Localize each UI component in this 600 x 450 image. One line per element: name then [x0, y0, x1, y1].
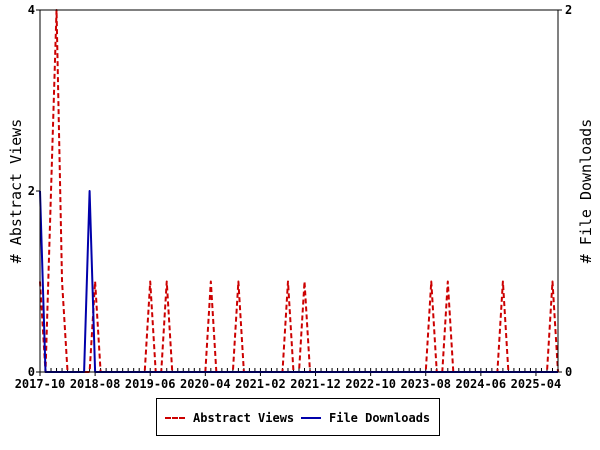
y-right-tick-label: 0	[565, 365, 572, 379]
legend-swatch-abstract-views	[165, 417, 185, 419]
y-left-tick-label: 0	[28, 365, 35, 379]
x-tick-label: 2019-06	[125, 377, 176, 391]
labels-layer: 2017-10 2018-08 2019-06 2020-04 2021-02 2021-…	[15, 3, 573, 391]
y-right-tick-label: 2	[565, 3, 572, 17]
x-tick-label: 2021-12	[290, 377, 341, 391]
legend-label-abstract-views: Abstract Views	[193, 411, 295, 425]
x-tick-label: 2025-04	[511, 377, 562, 391]
y-left-tick-label: 4	[28, 3, 35, 17]
series-line-abstract-views	[39, 9, 559, 373]
legend-swatch-file-downloads	[301, 417, 321, 419]
x-tick-label: 2023-08	[400, 377, 451, 391]
y-left-axis-title: # Abstract Views	[7, 119, 25, 264]
x-tick-label: 2017-10	[15, 377, 66, 391]
y-right-axis-title: # File Downloads	[577, 119, 595, 264]
ticks-layer	[36, 9, 562, 376]
x-tick-label: 2018-08	[70, 377, 121, 391]
x-tick-label: 2022-10	[345, 377, 396, 391]
series-line-file-downloads	[39, 190, 558, 373]
x-tick-label: 2021-02	[235, 377, 286, 391]
legend-item-abstract-views: Abstract Views	[165, 411, 294, 425]
plot-frame	[39, 9, 559, 373]
legend-item-file-downloads: File Downloads	[301, 411, 430, 425]
legend-label-file-downloads: File Downloads	[329, 411, 431, 425]
y-left-tick-label: 2	[28, 184, 35, 198]
x-tick-label: 2020-04	[180, 377, 231, 391]
legend: Abstract Views File Downloads	[156, 398, 440, 436]
x-tick-label: 2024-06	[456, 377, 507, 391]
series-layer	[39, 9, 559, 373]
